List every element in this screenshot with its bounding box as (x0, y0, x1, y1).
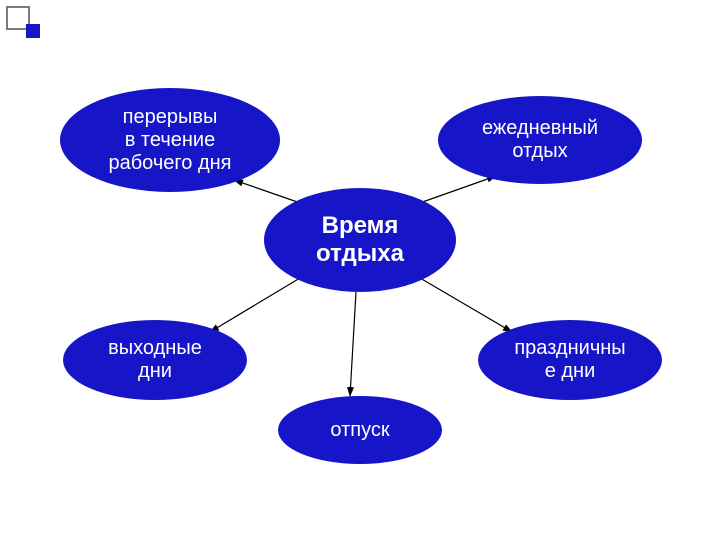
connector (414, 176, 496, 205)
leaf-label: праздничны е дни (514, 337, 625, 383)
center-node: Время отдыха (264, 188, 456, 292)
leaf-node-daily: ежедневный отдых (438, 96, 642, 184)
leaf-node-weekend: выходные дни (63, 320, 247, 400)
leaf-label: отпуск (330, 419, 389, 442)
leaf-label: ежедневный отдых (482, 117, 598, 163)
connector (350, 292, 356, 396)
connector (210, 278, 300, 332)
leaf-label: выходные дни (108, 337, 202, 383)
leaf-node-holidays: праздничны е дни (478, 320, 662, 400)
diagram-stage: Время отдыха перерывы в течение рабочего… (0, 0, 720, 540)
leaf-node-vacation: отпуск (278, 396, 442, 464)
leaf-node-breaks: перерывы в течение рабочего дня (60, 88, 280, 192)
corner-square-filled (26, 24, 40, 38)
connector (420, 278, 512, 332)
leaf-label: перерывы в течение рабочего дня (108, 106, 231, 175)
center-node-label: Время отдыха (316, 212, 404, 267)
